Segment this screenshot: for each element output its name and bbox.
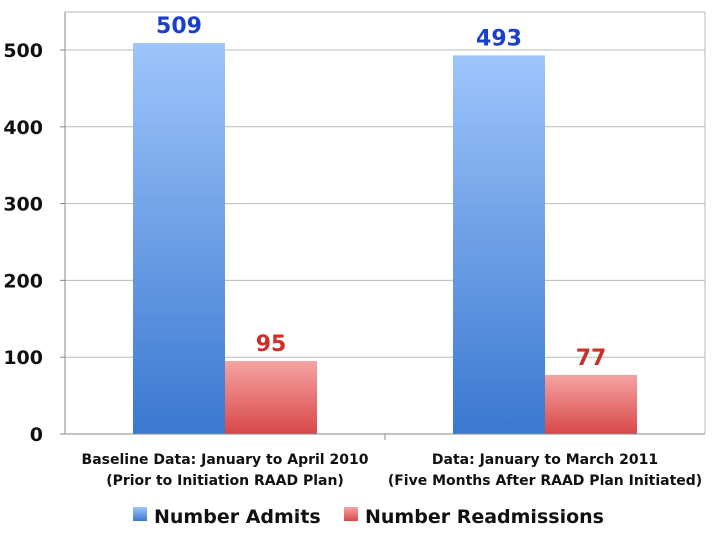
x-category-label-0-line-0: Baseline Data: January to April 2010 [82,452,369,468]
y-tick-label-400: 400 [3,117,43,139]
y-tick-label-100: 100 [3,347,43,369]
bar-admits-1 [453,55,545,434]
legend-readmissions-label: Number Readmissions [365,506,604,528]
data-label-readmissions-1: 77 [576,346,607,371]
data-label-readmissions-0: 95 [256,332,287,357]
bar-readmissions-1 [545,374,637,434]
bar-admits-0 [133,43,225,434]
data-label-admits-0: 509 [156,14,202,39]
x-category-label-0-line-1: (Prior to Initiation RAAD Plan) [106,473,344,489]
y-tick-label-200: 200 [3,270,43,292]
data-label-admits-1: 493 [476,26,522,51]
legend-admits-swatch [133,507,147,521]
y-tick-label-500: 500 [3,40,43,62]
legend-readmissions-swatch [344,507,358,521]
y-tick-label-300: 300 [3,194,43,216]
x-category-label-1-line-0: Data: January to March 2011 [432,452,658,468]
bar-readmissions-0 [225,361,317,434]
x-category-label-1-line-1: (Five Months After RAAD Plan Initiated) [388,473,702,489]
y-tick-label-0: 0 [30,424,43,446]
legend-admits-label: Number Admits [154,506,321,528]
